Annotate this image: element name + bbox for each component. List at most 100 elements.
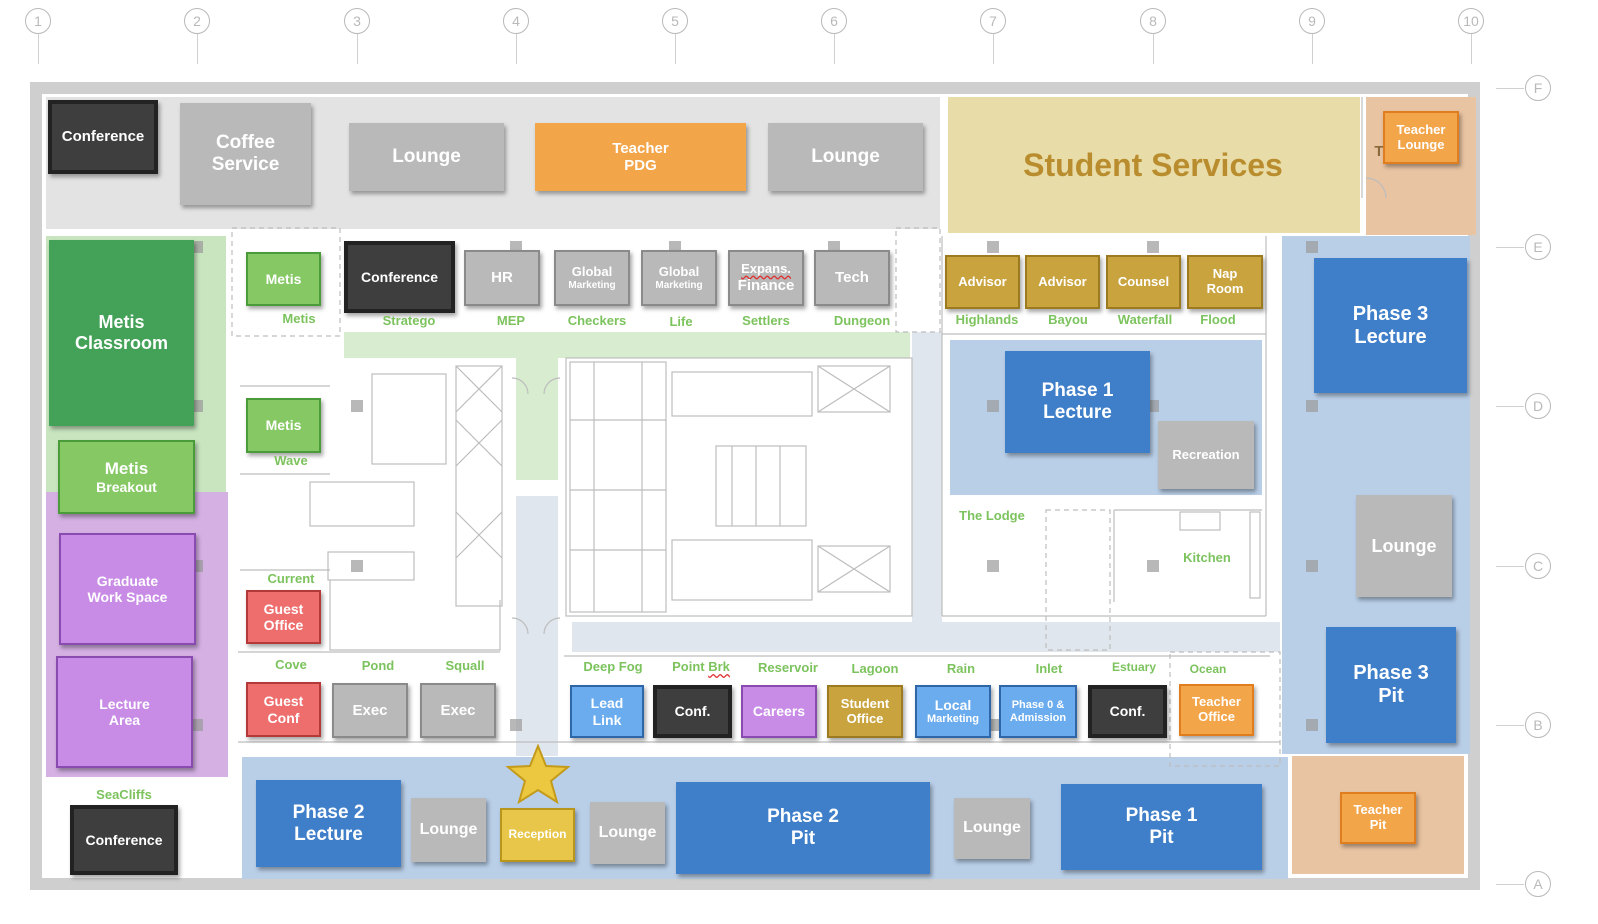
student-services-zone — [948, 97, 1360, 233]
room-coffee-service[interactable]: Coffee Service — [180, 103, 311, 205]
room-conference-stratego[interactable]: Conference — [344, 241, 455, 313]
room-sublabel: Marketing — [655, 279, 703, 291]
room-label: Nap Room — [1206, 266, 1244, 296]
grid-row-line — [1496, 247, 1524, 248]
room-conf-2[interactable]: Conf. — [1088, 685, 1167, 738]
room-lecture-area[interactable]: Lecture Area — [56, 656, 193, 768]
room-label: Reception — [508, 827, 567, 842]
room-advisor-1[interactable]: Advisor — [945, 255, 1020, 309]
room-label: Conf. — [1109, 703, 1146, 720]
room-phase1-lecture[interactable]: Phase 1 Lecture — [1005, 351, 1150, 453]
room-counsel[interactable]: Counsel — [1106, 255, 1181, 309]
outer-wall-top — [30, 82, 1480, 94]
room-conf-1[interactable]: Conf. — [653, 685, 732, 738]
room-lounge-top-2[interactable]: Lounge — [768, 123, 923, 191]
room-label: Phase 1 Lecture — [1041, 380, 1114, 423]
grid-column-6: 6 — [821, 8, 847, 34]
room-label: Advisor — [958, 273, 1007, 289]
room-conference-top[interactable]: Conference — [48, 100, 158, 174]
label-mep: MEP — [496, 313, 526, 328]
room-guest-conf[interactable]: Guest Conf — [246, 682, 321, 737]
room-phase3-lecture[interactable]: Phase 3 Lecture — [1314, 258, 1467, 393]
room-sublabel: Admission — [1009, 711, 1067, 724]
room-recreation[interactable]: Recreation — [1158, 421, 1254, 489]
room-label: Exec — [440, 701, 476, 719]
grid-column-3: 3 — [344, 8, 370, 34]
room-global-marketing-2[interactable]: Global Marketing — [641, 250, 717, 306]
structural-column — [1147, 400, 1159, 412]
label-highlands: Highlands — [955, 312, 1019, 327]
room-label: Phase 3 Pit — [1353, 662, 1429, 707]
room-lounge-right[interactable]: Lounge — [1356, 495, 1452, 597]
room-label: Metis — [104, 459, 149, 479]
grid-column-9: 9 — [1299, 8, 1325, 34]
room-nap-room[interactable]: Nap Room — [1187, 255, 1263, 309]
label-inlet: Inlet — [1035, 661, 1063, 676]
label-kitchen: Kitchen — [1183, 550, 1231, 565]
room-teacher-pit[interactable]: Teacher Pit — [1340, 792, 1416, 844]
room-lounge-bottom-1[interactable]: Lounge — [411, 798, 486, 862]
teacher-lounge-partial-letter: T — [1374, 143, 1384, 160]
room-metis-breakout[interactable]: Metis Breakout — [58, 440, 195, 514]
label-point-brk-b: Brk — [708, 659, 730, 674]
room-label: Advisor — [1038, 273, 1087, 289]
grid-column-8: 8 — [1140, 8, 1166, 34]
room-phase2-lecture[interactable]: Phase 2 Lecture — [256, 780, 401, 867]
grid-row-B: B — [1525, 712, 1551, 738]
outer-wall-left — [30, 82, 42, 890]
room-label: Recreation — [1172, 446, 1240, 462]
grid-column-line — [993, 34, 994, 64]
room-careers[interactable]: Careers — [741, 685, 817, 738]
room-conference-bottom[interactable]: Conference — [70, 805, 178, 875]
label-estuary: Estuary — [1111, 660, 1157, 674]
room-exec-1[interactable]: Exec — [332, 683, 408, 738]
room-metis-classroom[interactable]: Metis Classroom — [49, 240, 194, 426]
room-guest-office[interactable]: Guest Office — [246, 590, 321, 644]
label-stratego: Stratego — [382, 313, 436, 328]
grid-row-line — [1496, 566, 1524, 567]
label-ocean: Ocean — [1189, 662, 1227, 676]
room-metis-small[interactable]: Metis — [246, 252, 321, 306]
room-label: Lounge — [1371, 535, 1437, 556]
grid-row-C: C — [1525, 553, 1551, 579]
room-phase0-admission[interactable]: Phase 0 & Admission — [999, 685, 1077, 738]
room-label: Coffee Service — [211, 132, 280, 175]
room-metis-wave[interactable]: Metis — [246, 398, 321, 453]
label-metis: Metis — [282, 311, 316, 326]
room-teacher-pdg[interactable]: Teacher PDG — [535, 123, 746, 191]
room-label: Lounge — [811, 146, 880, 168]
room-phase2-pit[interactable]: Phase 2 Pit — [676, 782, 930, 874]
room-label: Teacher Lounge — [1396, 121, 1446, 152]
room-lounge-bottom-2[interactable]: Lounge — [590, 802, 665, 864]
room-advisor-2[interactable]: Advisor — [1025, 255, 1100, 309]
room-label: Lounge — [963, 819, 1021, 837]
room-reception[interactable]: Reception — [500, 808, 575, 862]
room-phase1-pit[interactable]: Phase 1 Pit — [1061, 784, 1262, 870]
room-label: Student Office — [840, 695, 890, 726]
room-global-marketing-1[interactable]: Global Marketing — [554, 250, 630, 306]
room-student-services[interactable]: Student Services — [950, 100, 1356, 230]
label-pond: Pond — [361, 658, 395, 673]
structural-column — [1147, 560, 1159, 572]
label-lagoon: Lagoon — [851, 661, 899, 676]
room-hr[interactable]: HR — [464, 250, 540, 306]
room-phase3-pit[interactable]: Phase 3 Pit — [1326, 627, 1456, 743]
room-tech[interactable]: Tech — [814, 250, 890, 306]
grid-row-A: A — [1525, 871, 1551, 897]
room-exec-2[interactable]: Exec — [420, 683, 496, 738]
room-label: Metis — [265, 417, 302, 434]
room-label: Student Services — [1023, 146, 1283, 183]
label-seacliffs: SeaCliffs — [96, 787, 152, 802]
room-expans-finance[interactable]: Expans. Finance — [728, 250, 804, 306]
room-graduate-work-space[interactable]: Graduate Work Space — [59, 533, 196, 645]
room-lead-link[interactable]: Lead Link — [570, 685, 644, 738]
label-point-brk-a: Point — [672, 659, 709, 674]
room-local-marketing[interactable]: Local Marketing — [915, 685, 991, 738]
grid-column-line — [675, 34, 676, 64]
room-label: Expans. — [741, 260, 791, 276]
room-teacher-lounge[interactable]: Teacher Lounge — [1383, 111, 1459, 164]
room-lounge-top-1[interactable]: Lounge — [349, 123, 504, 191]
room-lounge-bottom-3[interactable]: Lounge — [954, 798, 1030, 859]
room-student-office[interactable]: Student Office — [827, 685, 903, 738]
room-teacher-office[interactable]: Teacher Office — [1179, 684, 1254, 736]
